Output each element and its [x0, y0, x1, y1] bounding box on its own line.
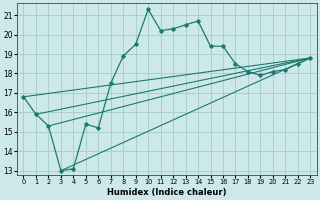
- X-axis label: Humidex (Indice chaleur): Humidex (Indice chaleur): [107, 188, 227, 197]
